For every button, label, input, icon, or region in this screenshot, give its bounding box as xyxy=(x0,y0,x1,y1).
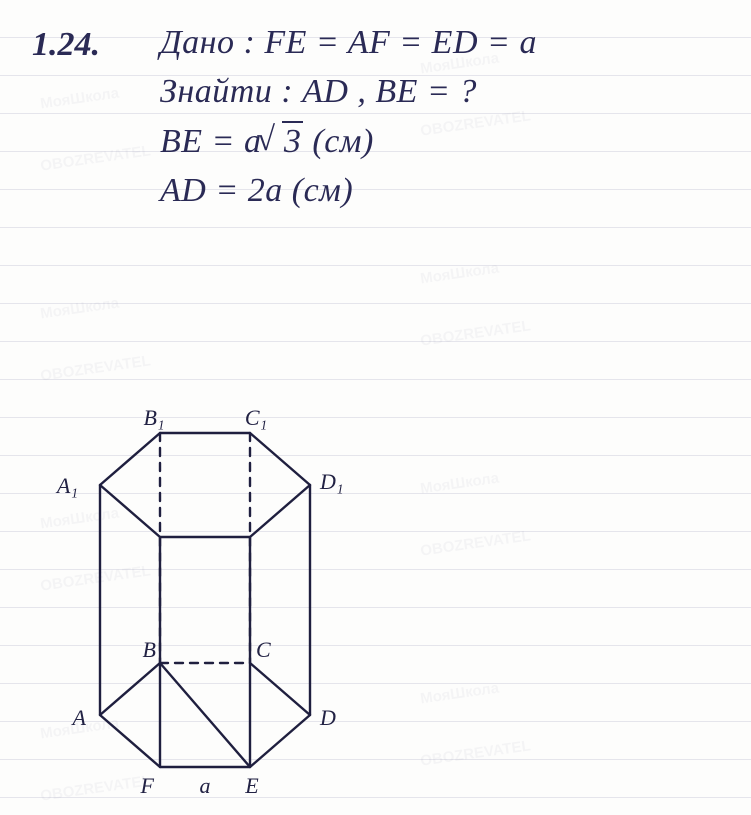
svg-text:A₁: A₁ xyxy=(55,473,78,498)
line-find: Знайти : AD , BE = ? xyxy=(160,67,537,116)
line-be: BE = a3 (см) xyxy=(160,117,537,166)
solution-text: Дано : FE = AF = ED = a Знайти : AD , BE… xyxy=(160,18,537,215)
wm: OBOZREVATEL xyxy=(419,737,531,769)
find-expr: AD , BE = ? xyxy=(302,73,477,110)
svg-text:D: D xyxy=(319,705,336,730)
svg-text:C₁: C₁ xyxy=(245,405,267,430)
find-label: Знайти : xyxy=(160,73,293,110)
wm: МояШкола xyxy=(419,680,500,708)
svg-text:C: C xyxy=(256,637,271,662)
prism-svg: A₁B₁C₁D₁ABCDEFa xyxy=(60,415,360,805)
svg-text:B₁: B₁ xyxy=(143,405,164,430)
svg-text:a: a xyxy=(200,773,211,798)
svg-text:D₁: D₁ xyxy=(319,469,344,494)
be-lhs: BE = xyxy=(160,123,235,160)
wm: OBOZREVATEL xyxy=(39,352,151,384)
radicand: 3 xyxy=(282,121,304,160)
wm: OBOZREVATEL xyxy=(419,317,531,349)
svg-text:A: A xyxy=(71,705,87,730)
wm: МояШкола xyxy=(419,260,500,288)
line-ad: AD = 2a (см) xyxy=(160,166,537,215)
problem-number: 1.24. xyxy=(32,26,100,64)
svg-text:F: F xyxy=(140,773,155,798)
prism-figure: A₁B₁C₁D₁ABCDEFa xyxy=(60,415,360,805)
be-unit: (см) xyxy=(312,123,373,160)
given-expr: FE = AF = ED = a xyxy=(264,24,537,61)
sqrt-icon: 3 xyxy=(261,117,303,166)
given-label: Дано : xyxy=(160,24,255,61)
wm: МояШкола xyxy=(419,470,500,498)
wm: OBOZREVATEL xyxy=(39,142,151,174)
svg-text:B: B xyxy=(143,637,156,662)
wm: МояШкола xyxy=(39,295,120,323)
wm: МояШкола xyxy=(39,85,120,113)
svg-text:E: E xyxy=(244,773,259,798)
line-given: Дано : FE = AF = ED = a xyxy=(160,18,537,67)
wm: OBOZREVATEL xyxy=(419,527,531,559)
